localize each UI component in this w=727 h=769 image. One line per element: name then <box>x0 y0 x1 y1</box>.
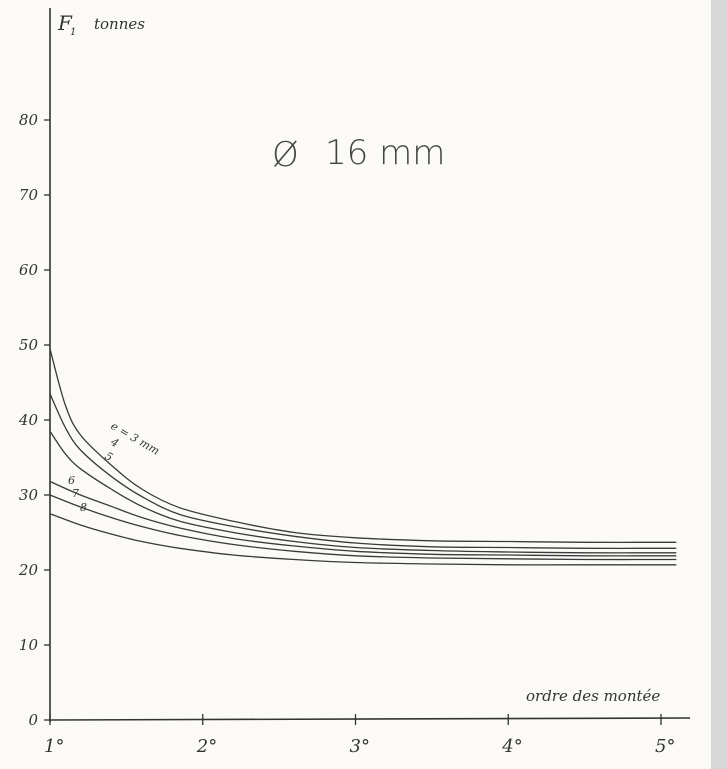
series-line-4 <box>49 480 677 557</box>
x-ticks: 1° 2° 3° 4° 5° <box>44 714 675 757</box>
x-tick-label: 1° <box>44 736 64 757</box>
y-axis-label: F 1 tonnes <box>57 11 145 38</box>
series-label-5: 7 <box>72 487 79 500</box>
chart-title: Ø 16 mm <box>272 133 445 175</box>
y-tick-label: 80 <box>19 111 39 129</box>
y-tick-label: 30 <box>19 486 39 504</box>
x-tick-label: 4° <box>501 736 522 757</box>
series-label-6: 8 <box>80 501 87 514</box>
paper-sheet <box>0 0 711 769</box>
y-tick-label: 60 <box>19 261 39 279</box>
page-edge <box>711 0 727 769</box>
y-tick-label: 40 <box>18 411 39 429</box>
chart-title-text: 16 mm <box>325 133 445 173</box>
y-tick-label: 10 <box>19 636 39 654</box>
x-tick-label: 3° <box>350 736 370 757</box>
x-tick-label: 5° <box>655 736 675 757</box>
y-tick-label: 50 <box>19 336 39 354</box>
x-tick-label: 2° <box>196 736 217 757</box>
y-axis-label-subscript: 1 <box>70 27 76 38</box>
series-line-6 <box>49 513 677 566</box>
series-line-1 <box>49 348 677 543</box>
diameter-symbol: Ø <box>272 135 299 175</box>
series-line-5 <box>49 494 677 561</box>
y-tick-label: 20 <box>18 561 39 579</box>
series-line-2 <box>49 393 677 549</box>
axes <box>49 8 691 722</box>
series-label-2: 4 <box>108 435 121 450</box>
y-ticks: 0 10 20 30 40 50 60 70 80 <box>18 111 50 729</box>
series-label-4: 6 <box>68 474 75 487</box>
series-label-3: 5 <box>103 449 116 464</box>
x-axis-label: ordre des montée <box>526 687 660 705</box>
series-line-3 <box>49 430 677 554</box>
x-axis-line <box>49 717 691 721</box>
y-tick-label: 70 <box>19 186 39 204</box>
y-axis-label-text: tonnes <box>94 15 145 33</box>
y-tick-label: 0 <box>28 711 38 729</box>
y-axis-label-symbol: F <box>57 11 73 35</box>
series-lines <box>49 348 677 566</box>
